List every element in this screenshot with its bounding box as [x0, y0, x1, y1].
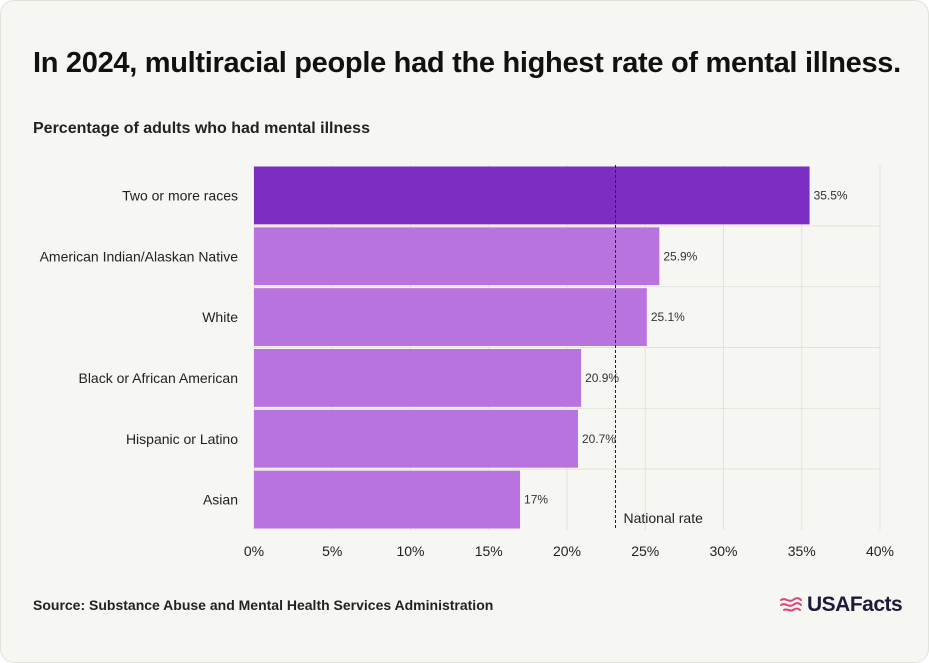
bar [254, 409, 578, 468]
category-label: White [202, 309, 238, 325]
bar-value-label: 20.7% [582, 432, 616, 446]
bar-value-label: 25.9% [663, 249, 697, 263]
x-tick-label: 30% [709, 543, 737, 559]
bar [254, 470, 521, 529]
x-tick-label: 10% [396, 543, 424, 559]
bar-value-label: 17% [524, 493, 548, 507]
x-tick-label: 5% [322, 543, 342, 559]
category-label: American Indian/Alaskan Native [40, 248, 239, 264]
category-label: Hispanic or Latino [126, 431, 238, 447]
chart-title: In 2024, multiracial people had the high… [33, 47, 901, 79]
bar-value-label: 20.9% [585, 371, 619, 385]
bar [254, 349, 582, 407]
bar-value-label: 35.5% [814, 188, 848, 202]
x-tick-label: 35% [788, 543, 816, 559]
chart-subtitle: Percentage of adults who had mental illn… [33, 120, 370, 137]
x-tick-label: 15% [475, 543, 503, 559]
usa-flag-icon [780, 597, 802, 612]
bar [254, 288, 647, 346]
category-label: Two or more races [122, 187, 238, 203]
national-rate-label: National rate [624, 510, 704, 526]
category-label: Asian [203, 492, 238, 508]
x-tick-label: 40% [866, 543, 894, 559]
category-label: Black or African American [78, 370, 238, 386]
usafacts-logo: USAFacts [779, 593, 903, 617]
x-tick-label: 25% [631, 543, 659, 559]
bar-chart: 35.5% Two or more races 25.9% American Indi… [40, 165, 894, 559]
bar [254, 166, 810, 225]
source-note: Source: Substance Abuse and Mental Healt… [33, 597, 494, 613]
bar [254, 227, 660, 286]
x-tick-label: 20% [553, 543, 581, 559]
bar-value-label: 25.1% [651, 310, 685, 324]
x-tick-label: 0% [244, 543, 264, 559]
logo-text: USAFacts [807, 593, 903, 616]
